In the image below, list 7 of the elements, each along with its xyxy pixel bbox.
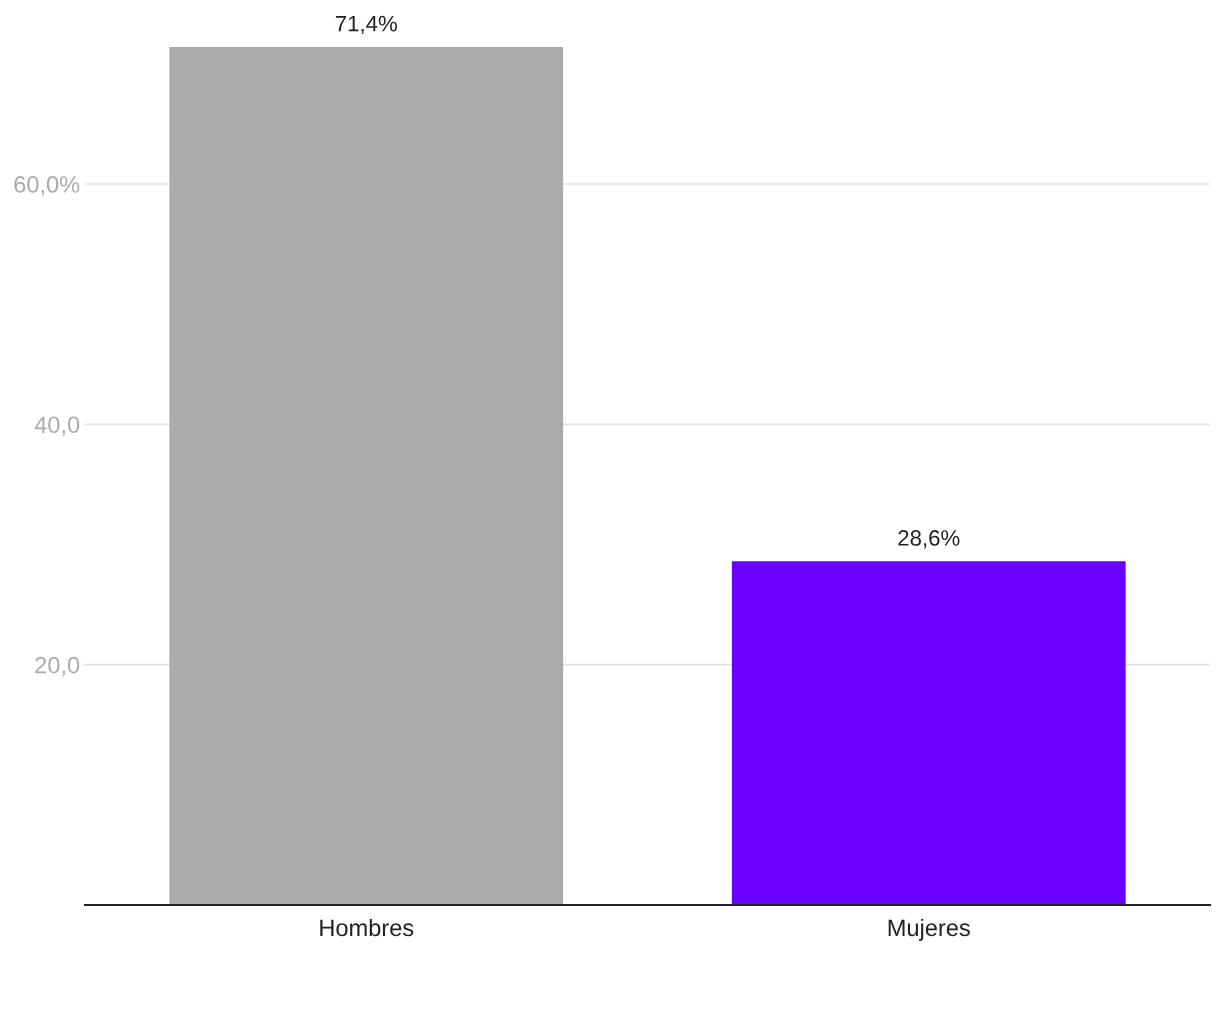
y-tick-label: 40,0 (34, 416, 80, 436)
y-tick-label: 60,0% (14, 176, 80, 196)
data-label: 71,4% (335, 15, 397, 35)
x-tick-label: Hombres (320, 918, 414, 937)
x-tick-label: Mujeres (888, 918, 970, 941)
y-tick-label: 20,0 (35, 656, 80, 677)
data-label: 28,6% (898, 530, 960, 549)
